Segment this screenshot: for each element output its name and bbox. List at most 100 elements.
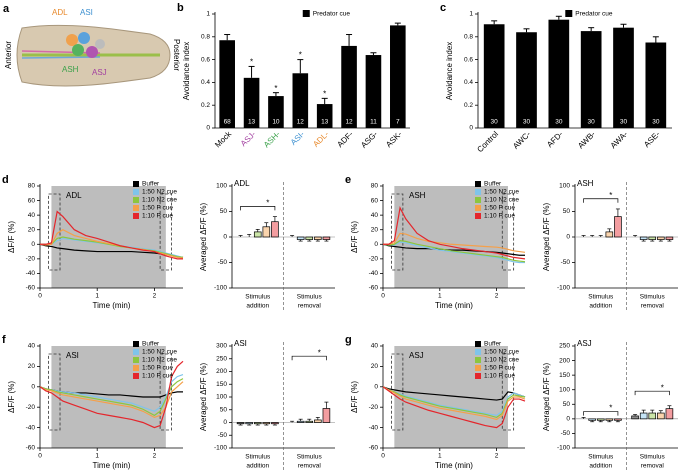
legend-swatch <box>133 349 139 355</box>
bar <box>322 236 331 240</box>
panel-letter: a <box>3 3 10 15</box>
x-tick-label: ASJ- <box>239 129 258 148</box>
legend-label: Predator cue <box>575 11 613 18</box>
bar <box>314 419 322 423</box>
dendrite <box>21 56 101 59</box>
analysis-window <box>501 193 515 271</box>
legend-swatch <box>475 213 481 219</box>
legend-swatch <box>133 189 139 195</box>
x-tick-label: 2 <box>495 293 499 300</box>
y-tick-label: 40 <box>371 343 379 350</box>
y-tick-label: -20 <box>369 256 379 263</box>
neuron <box>95 39 105 49</box>
bar <box>516 32 537 128</box>
trace <box>39 373 184 412</box>
bar <box>613 27 634 128</box>
legend-swatch <box>133 205 139 211</box>
x-tick-label: 2 <box>495 453 499 460</box>
group-label: addition <box>589 463 612 470</box>
trace <box>39 229 184 259</box>
y-tick-label: 60 <box>371 197 379 204</box>
sample-size: 30 <box>523 119 531 126</box>
trace <box>40 210 183 260</box>
group-label: Stimulus <box>297 454 323 461</box>
bar <box>605 418 614 421</box>
panel-letter: f <box>2 334 6 346</box>
sample-size: 30 <box>588 119 596 126</box>
legend-label: 1:10 P cue <box>484 213 515 220</box>
y-tick-label: 40 <box>371 212 379 219</box>
neuron-adl <box>66 34 78 46</box>
x-tick-label: 1 <box>438 293 442 300</box>
legend-label: 1:50 P cue <box>142 365 173 372</box>
sample-size: 7 <box>396 119 400 126</box>
trace <box>382 386 526 421</box>
analysis-window <box>391 193 404 271</box>
y-axis-label: Averaged ΔF/F (%) <box>542 203 551 272</box>
bar <box>305 420 314 423</box>
x-tick-label: 0 <box>381 453 385 460</box>
bar <box>292 73 309 128</box>
y-tick-label: 150 <box>559 372 570 379</box>
y-tick-label: 0.8 <box>464 34 473 41</box>
significance-bracket <box>240 206 276 211</box>
y-tick-label: 200 <box>559 357 570 364</box>
legend-swatch <box>475 373 481 379</box>
legend-swatch <box>133 181 139 187</box>
y-tick-label: 100 <box>216 394 227 401</box>
legend-label: 1:10 P cue <box>142 213 173 220</box>
legend-label: 1:50 P cue <box>484 205 515 212</box>
x-tick-label: 0 <box>38 293 42 300</box>
y-tick-label: -50 <box>218 432 228 439</box>
bar <box>262 226 271 238</box>
x-tick-label: 0 <box>38 453 42 460</box>
legend-label: 1:50 N2 cue <box>142 349 177 356</box>
x-tick-label: ASG- <box>359 129 379 149</box>
bar <box>268 96 284 128</box>
neuron-asi <box>78 32 90 44</box>
neuron-label: ASI <box>234 339 247 348</box>
trace <box>39 360 184 429</box>
legend-label: 1:50 N2 cue <box>484 189 519 196</box>
x-tick-label: AWC- <box>511 129 532 150</box>
bar <box>596 418 605 421</box>
legend-swatch <box>133 213 139 219</box>
y-tick-label: -100 <box>214 445 227 452</box>
group-label: removal <box>298 463 322 470</box>
trace <box>383 206 526 260</box>
y-tick-label: -100 <box>557 285 570 292</box>
neuron-label: ASJ <box>92 68 107 77</box>
y-tick-label: 20 <box>28 363 36 370</box>
y-tick-label: 0 <box>374 384 378 391</box>
legend-label: Buffer <box>484 341 502 348</box>
bar <box>271 221 279 238</box>
legend-label: 1:50 N2 cue <box>142 189 177 196</box>
bar <box>262 422 271 425</box>
significance-bracket <box>291 355 327 361</box>
y-tick-label: 0 <box>566 234 570 241</box>
y-tick-label: -100 <box>557 445 570 452</box>
x-tick-label: AWB- <box>576 129 597 150</box>
y-tick-label: 60 <box>28 197 36 204</box>
bar <box>483 24 505 128</box>
bar <box>639 236 648 240</box>
x-tick-label: ASH- <box>262 129 282 149</box>
x-tick-label: 1 <box>95 293 99 300</box>
y-axis-label: ΔF/F (%) <box>350 221 359 253</box>
panel-letter: g <box>345 334 352 346</box>
neuron-label: ASI <box>66 351 79 360</box>
y-tick-label: 0 <box>566 416 570 423</box>
y-tick-label: 80 <box>371 183 379 190</box>
y-tick-label: 20 <box>28 226 36 233</box>
y-tick-label: 0.4 <box>201 79 210 86</box>
legend-swatch <box>475 197 481 203</box>
x-tick-label: ASK- <box>384 129 404 149</box>
x-tick-label: AFD- <box>545 129 565 149</box>
legend-swatch <box>133 341 139 347</box>
group-label: Stimulus <box>640 454 666 461</box>
bar <box>631 415 639 420</box>
x-axis-label: Time (min) <box>435 301 473 310</box>
trace <box>382 241 525 264</box>
axis-label: Anterior <box>4 41 13 69</box>
neuron-label: ADL <box>52 8 68 17</box>
